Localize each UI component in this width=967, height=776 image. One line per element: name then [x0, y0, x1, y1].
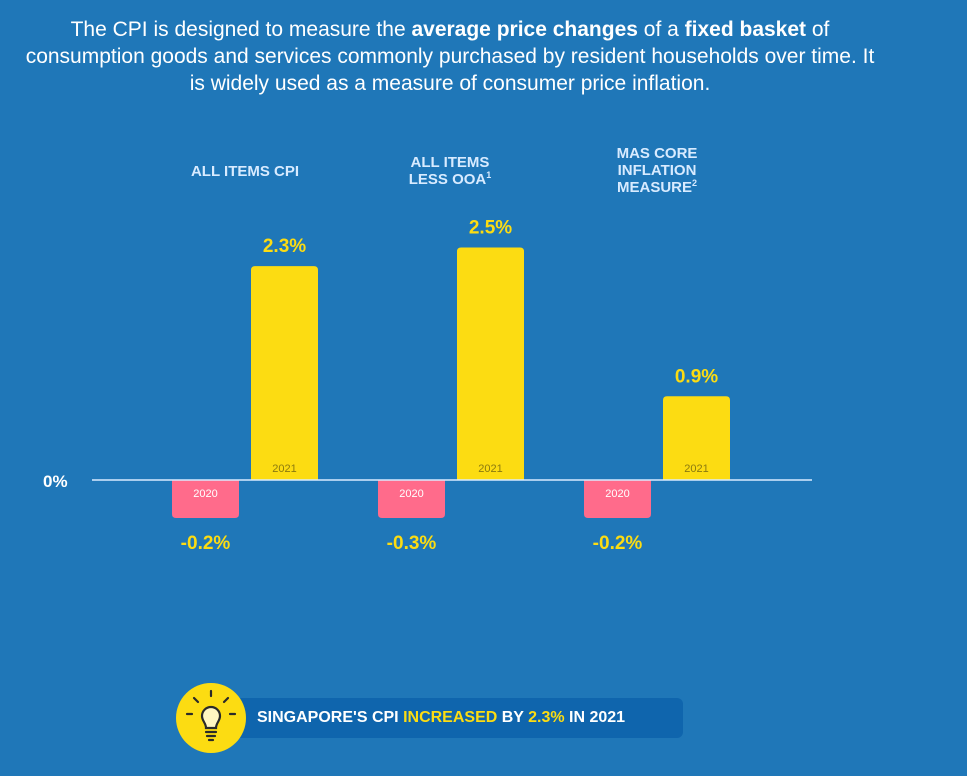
- category-label-mas-core-inflation: MAS CORE INFLATION MEASURE2: [616, 145, 698, 196]
- summary-banner: SINGAPORE'S CPI INCREASED BY 2.3% IN 202…: [228, 698, 683, 738]
- bar-2020-2: [378, 480, 445, 518]
- intro-part-3: of consumption goods and services common…: [25, 18, 875, 95]
- category-label-all-items-less-ooa: ALL ITEMS LESS OOA1: [408, 154, 492, 188]
- bar-year-label-2021-2: 2021: [478, 463, 502, 475]
- summary-highlight-increased: INCREASED: [403, 709, 498, 726]
- value-label-2021-3: 0.9%: [675, 366, 718, 387]
- intro-part-2: of a: [637, 18, 685, 41]
- bar-year-label-2020-3: 2020: [605, 488, 629, 500]
- value-label-2020-1: -0.2%: [181, 533, 231, 554]
- bar-2021-1: [251, 266, 318, 480]
- value-label-2021-2: 2.5%: [469, 218, 512, 239]
- zero-axis-label: 0%: [43, 472, 68, 491]
- bar-year-label-2021-3: 2021: [684, 463, 708, 475]
- summary-text: SINGAPORE'S CPI INCREASED BY 2.3% IN 202…: [257, 709, 626, 726]
- bar-2021-3: [663, 396, 730, 480]
- summary-callout: SINGAPORE'S CPI INCREASED BY 2.3% IN 202…: [176, 683, 683, 753]
- intro-bold-1: average price changes: [411, 18, 638, 41]
- value-label-2020-2: -0.3%: [387, 533, 437, 554]
- bar-2021-2: [457, 247, 524, 480]
- bar-year-label-2020-2: 2020: [399, 488, 423, 500]
- bar-2020-1: [172, 480, 239, 518]
- summary-highlight-rate: 2.3%: [528, 709, 565, 726]
- bar-year-label-2021-1: 2021: [272, 463, 296, 475]
- bar-year-label-2020-1: 2020: [193, 488, 217, 500]
- intro-text: The CPI is designed to measure the avera…: [20, 16, 880, 97]
- category-label-all-items-cpi: ALL ITEMS CPI: [190, 163, 300, 180]
- lightbulb-icon: [176, 683, 246, 753]
- value-label-2020-3: -0.2%: [593, 533, 643, 554]
- bar-2020-3: [584, 480, 651, 518]
- value-label-2021-1: 2.3%: [263, 236, 306, 257]
- cpi-bar-chart: 2020 -0.2% 2021 2.3% 2020 -0.3% 2021 2.5% 2020 -0…: [43, 218, 812, 554]
- intro-part-1: The CPI is designed to measure the: [70, 18, 412, 41]
- intro-bold-2: fixed basket: [684, 18, 807, 41]
